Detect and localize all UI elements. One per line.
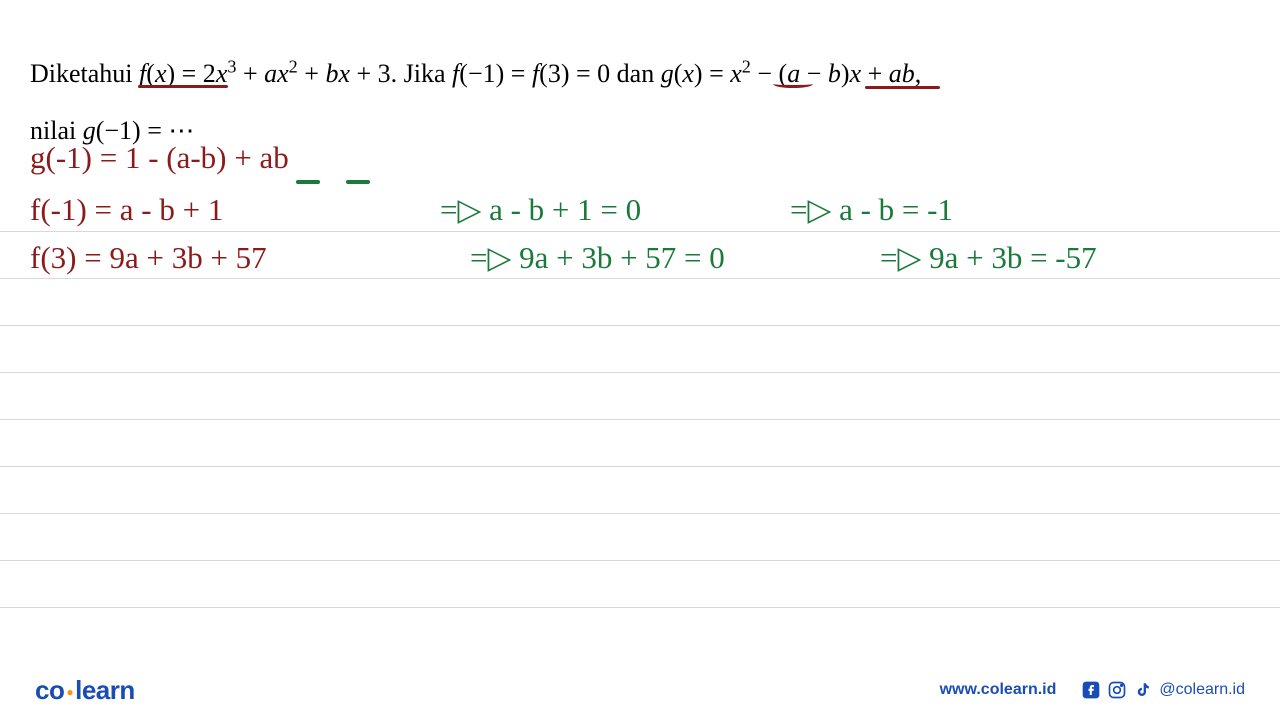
instagram-icon (1107, 680, 1127, 700)
footer-right: www.colearn.id @colearn.id (940, 680, 1245, 700)
facebook-icon (1081, 680, 1101, 700)
logo-dot-icon: ● (66, 685, 73, 699)
tiktok-icon (1133, 680, 1153, 700)
problem-dan: dan (610, 59, 661, 88)
logo-part2: learn (75, 675, 135, 705)
work-f-3-imp1: =▷ 9a + 3b + 57 = 0 (470, 240, 725, 276)
underline-zero (773, 80, 813, 88)
work-f-minus1: f(-1) = a - b + 1 (30, 192, 223, 228)
footer: co●learn www.colearn.id @colearn.id (0, 660, 1280, 720)
content-area: Diketahui f(x) = 2x3 + ax2 + bx + 3. Jik… (0, 0, 1280, 159)
logo-part1: co (35, 675, 64, 705)
underline-fx (138, 85, 228, 88)
work-f-minus1-imp2: =▷ a - b = -1 (790, 192, 953, 228)
brand-logo: co●learn (35, 675, 135, 706)
work-g-minus1: g(-1) = 1 - (a-b) + ab (30, 140, 289, 176)
social-group: @colearn.id (1081, 680, 1245, 700)
work-f-3: f(3) = 9a + 3b + 57 (30, 240, 267, 276)
work-f-3-imp2: =▷ 9a + 3b = -57 (880, 240, 1097, 276)
website-url: www.colearn.id (940, 681, 1057, 699)
problem-fx: f (139, 59, 146, 88)
problem-jika: Jika (397, 59, 452, 88)
problem-prefix: Diketahui (30, 59, 139, 88)
underline-b (346, 180, 370, 184)
underline-gx (865, 86, 940, 89)
work-f-minus1-imp1: =▷ a - b + 1 = 0 (440, 192, 641, 228)
underline-a (296, 180, 320, 184)
social-handle: @colearn.id (1159, 681, 1245, 699)
